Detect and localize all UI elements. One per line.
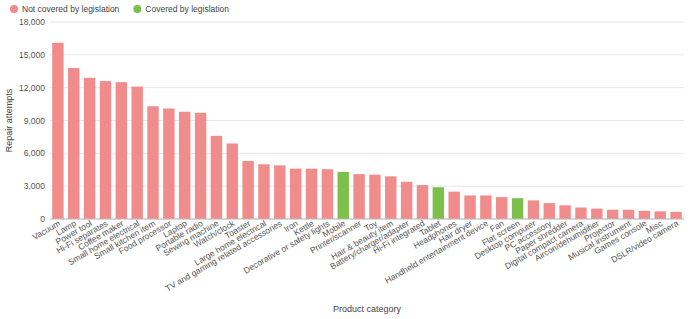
- grid-line: [50, 153, 684, 154]
- bar: [544, 203, 555, 219]
- bar: [116, 82, 127, 219]
- bar: [385, 176, 396, 219]
- bar: [369, 175, 380, 219]
- x-axis-title: Product category: [333, 304, 402, 314]
- y-tick-label: 12,000: [19, 83, 45, 93]
- bar: [401, 182, 412, 219]
- bar: [84, 78, 95, 219]
- x-tick-label: Digital compact camera: [503, 218, 585, 271]
- bar: [670, 212, 681, 219]
- y-axis-title: Repair attempts: [4, 88, 14, 152]
- bar: [338, 172, 349, 219]
- grid-line: [50, 87, 684, 88]
- bar: [480, 195, 491, 219]
- bar: [195, 113, 206, 219]
- bar: [623, 210, 634, 219]
- bar: [258, 164, 269, 219]
- bar: [179, 112, 190, 219]
- bars: [52, 43, 682, 219]
- bar: [227, 143, 238, 219]
- bar: [464, 195, 475, 219]
- bar: [639, 211, 650, 219]
- grid-line: [50, 120, 684, 121]
- y-tick-label: 3,000: [24, 181, 46, 191]
- grid-line: [50, 219, 684, 220]
- legend-swatch: [10, 5, 18, 13]
- x-tick-label: Hi-Fi integrated: [371, 218, 427, 256]
- bar: [147, 106, 158, 219]
- legend-label: Not covered by legislation: [22, 4, 120, 14]
- legend-swatch: [133, 5, 141, 13]
- bar: [591, 209, 602, 219]
- bar: [528, 200, 539, 219]
- bar: [274, 165, 285, 219]
- bar: [575, 208, 586, 219]
- bar: [52, 43, 63, 219]
- bar: [417, 185, 428, 219]
- bar: [211, 136, 222, 219]
- chart: 0 3,000 6,000 9,000 12,000 15,000 18,000 Vacuum…: [0, 0, 690, 319]
- y-tick-label: 6,000: [24, 148, 46, 158]
- bar: [163, 108, 174, 219]
- bar: [448, 192, 459, 219]
- bar: [559, 205, 570, 219]
- legend-label: Covered by legislation: [145, 4, 229, 14]
- bar: [607, 210, 618, 219]
- grid-line: [50, 54, 684, 55]
- y-axis: 0 3,000 6,000 9,000 12,000 15,000 18,000: [19, 17, 684, 224]
- bar: [68, 68, 79, 219]
- bar: [306, 169, 317, 219]
- bar: [655, 211, 666, 219]
- x-tick-label: Battery/charger/adapter: [328, 218, 410, 271]
- bar: [433, 187, 444, 219]
- y-tick-label: 0: [40, 214, 45, 224]
- grid-line: [50, 22, 684, 23]
- bar: [353, 174, 364, 219]
- bar: [242, 161, 253, 219]
- bar: [322, 169, 333, 219]
- y-tick-label: 9,000: [24, 116, 46, 126]
- y-tick-label: 18,000: [19, 17, 45, 27]
- bar: [131, 87, 142, 219]
- x-axis-line: [50, 219, 684, 220]
- bar: [100, 81, 111, 219]
- bar: [290, 169, 301, 219]
- x-tick-label: DSLR/video camera: [609, 218, 680, 265]
- grid-line: [50, 186, 684, 187]
- bar: [512, 198, 523, 219]
- bar: [496, 197, 507, 219]
- legend: Not covered by legislation Covered by leg…: [10, 4, 229, 14]
- x-axis: VacuumLampPower toolHi-Fi separatesCoffe…: [30, 218, 680, 294]
- y-tick-label: 15,000: [19, 50, 45, 60]
